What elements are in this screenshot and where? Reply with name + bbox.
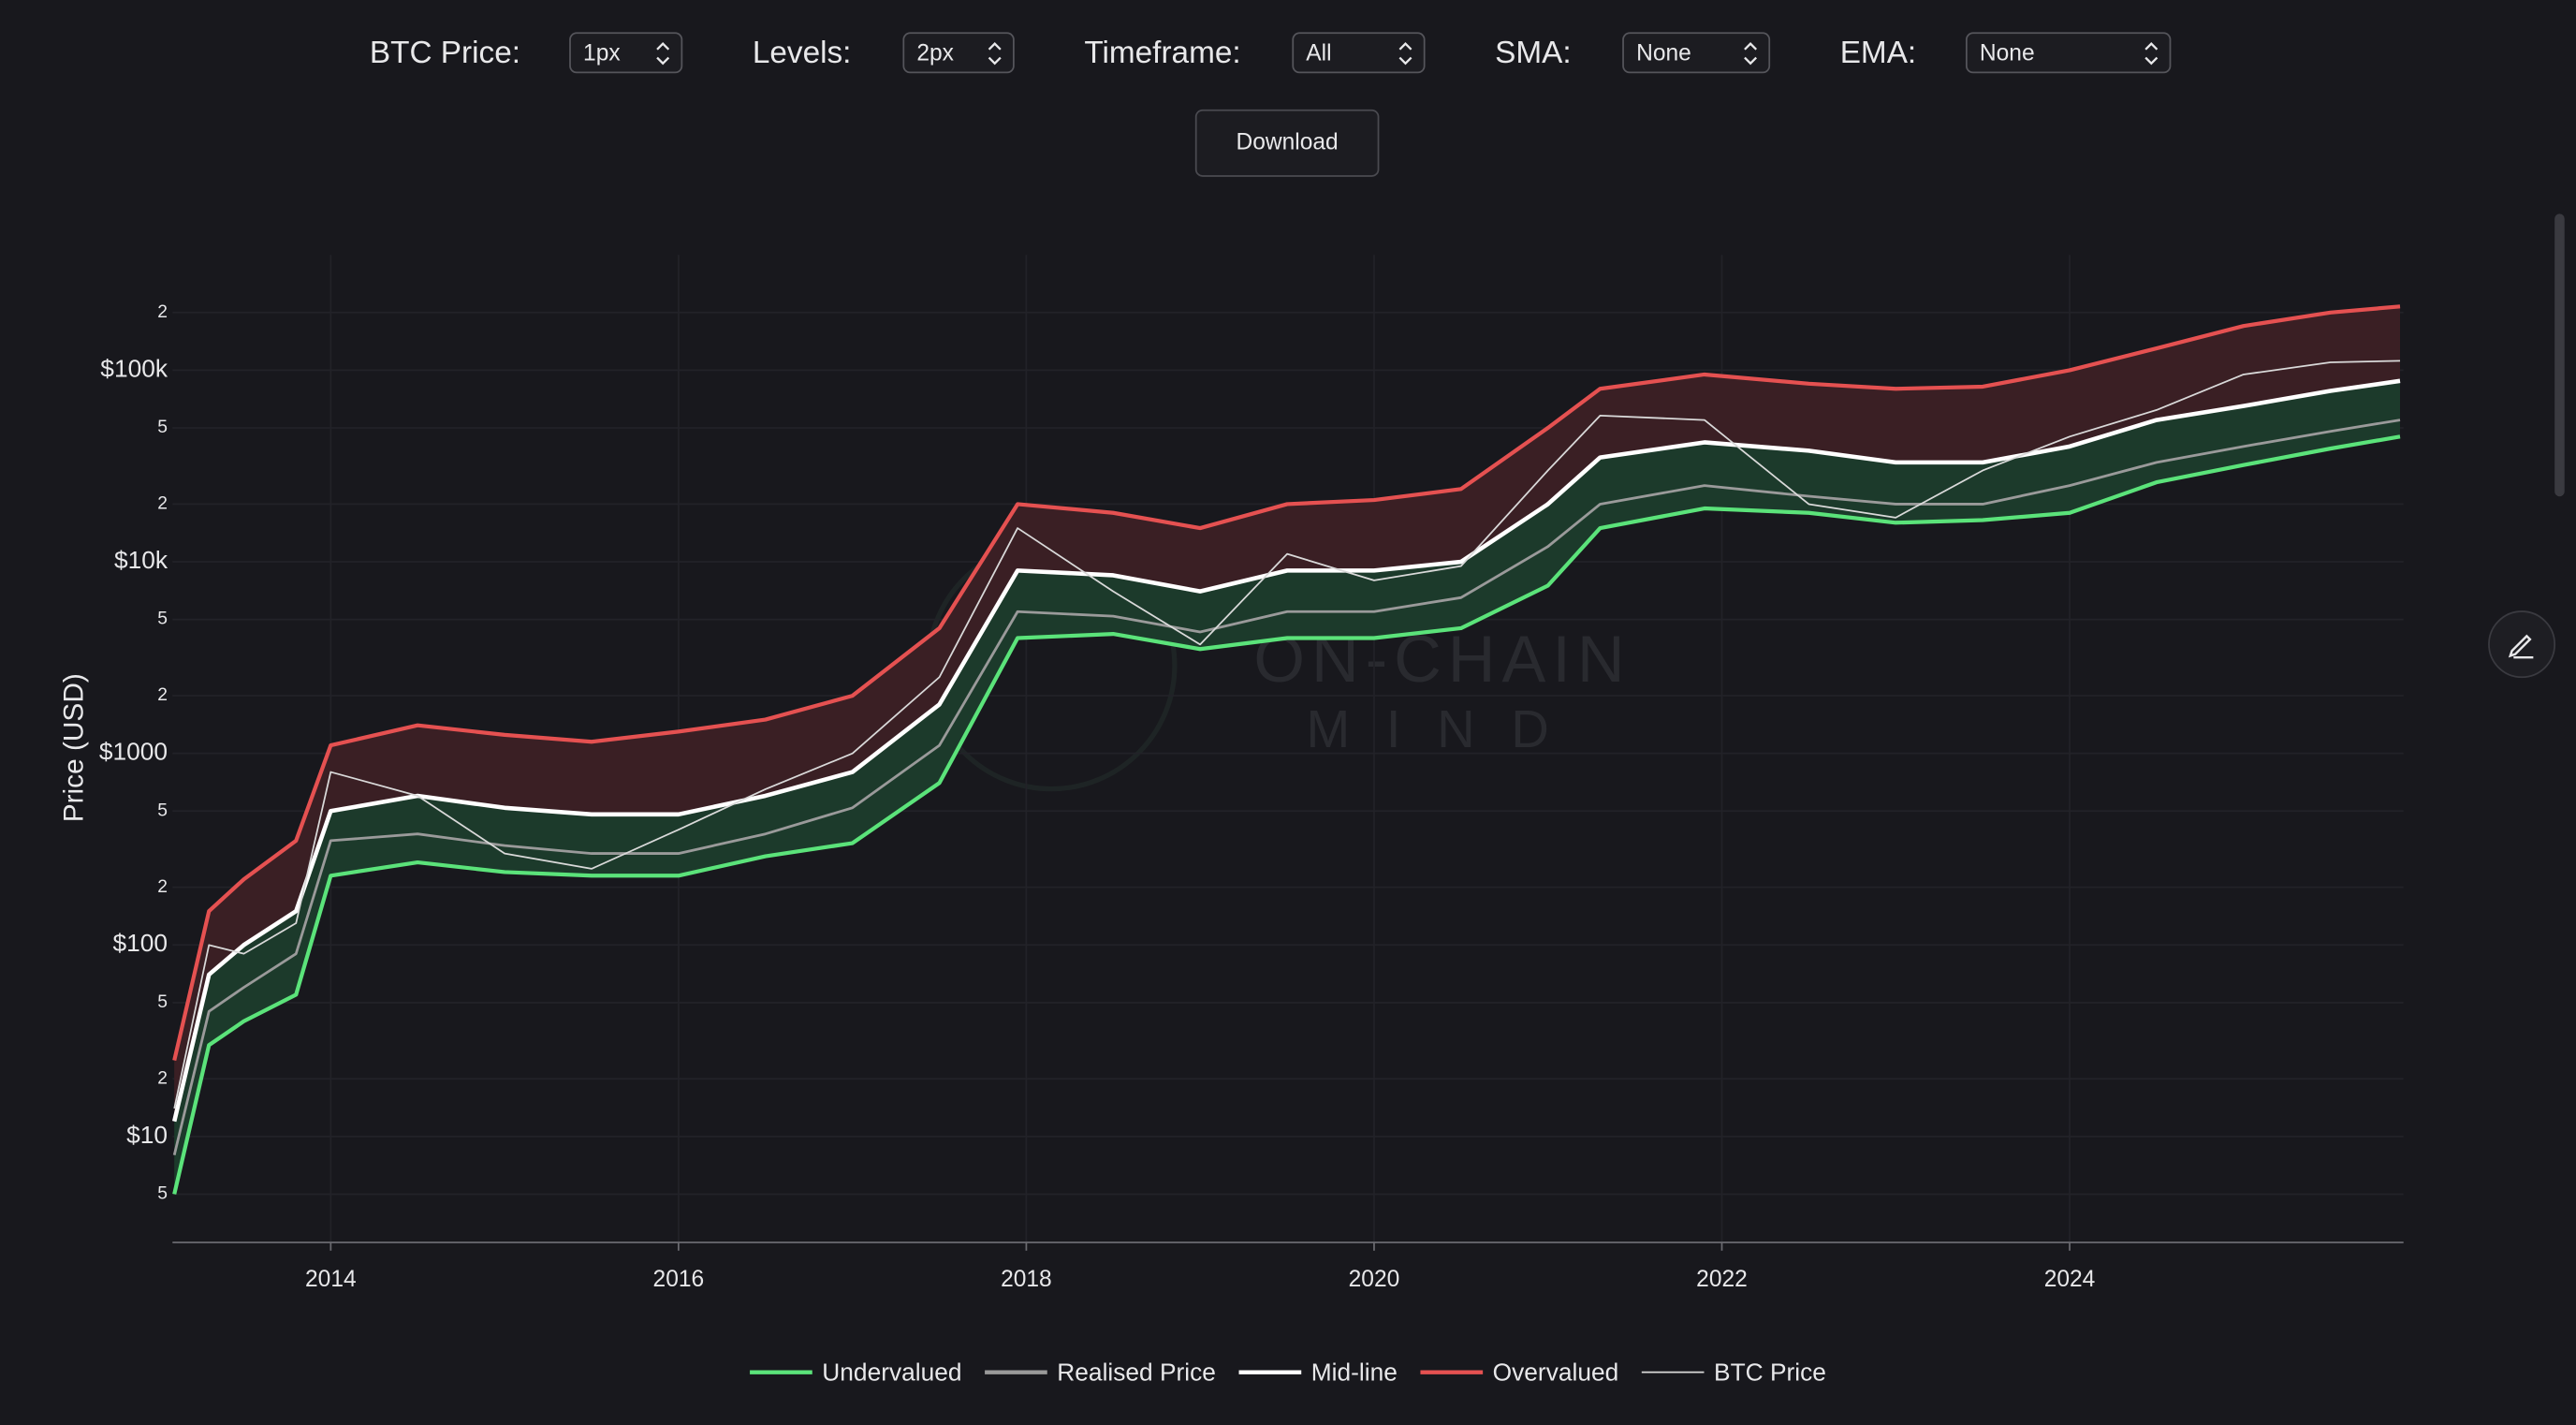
y-tick-label: $100 <box>112 929 168 957</box>
series-line <box>172 434 2401 1195</box>
band-fill <box>174 380 2400 1195</box>
watermark: ON-CHAIN MIND <box>926 539 1625 792</box>
y-tick-label: 2 <box>157 685 168 705</box>
select-value[interactable]: All <box>1306 41 1331 66</box>
y-axis-label: Price (USD) <box>59 673 90 822</box>
legend-label: Overvalued <box>1493 1358 1619 1386</box>
legend-label: Undervalued <box>822 1358 961 1386</box>
select-box[interactable] <box>1622 32 1771 74</box>
y-tick-label: 5 <box>157 1184 168 1204</box>
y-tick-label: 2 <box>157 494 168 514</box>
select-box[interactable] <box>902 32 1015 74</box>
select-arrows <box>1398 42 1412 66</box>
y-tick-label: 5 <box>157 801 168 820</box>
select-arrows <box>988 42 1002 66</box>
x-tick-label: 2014 <box>305 1267 357 1292</box>
control-label: Levels: <box>753 36 852 70</box>
control-label: BTC Price: <box>370 36 520 70</box>
y-tick-label: $100k <box>100 354 168 382</box>
select-value[interactable]: 1px <box>583 41 621 66</box>
select-box[interactable] <box>1292 32 1426 74</box>
y-tick-label: 5 <box>157 610 168 629</box>
select-box[interactable] <box>1965 32 2172 74</box>
select-arrows <box>2144 42 2159 66</box>
y-tick-label: 2 <box>157 302 168 322</box>
y-tick-label: $1000 <box>99 738 168 766</box>
x-tick-label: 2016 <box>653 1267 705 1292</box>
series-line <box>173 360 2401 1109</box>
edit-button[interactable] <box>2488 610 2556 679</box>
scrollbar[interactable] <box>2554 213 2565 497</box>
x-tick-label: 2022 <box>1696 1267 1748 1292</box>
y-tick-label: 5 <box>157 992 168 1012</box>
y-tick-label: 2 <box>157 1068 168 1088</box>
watermark-text: MIND <box>1307 699 1586 758</box>
series-line <box>171 378 2401 1123</box>
y-tick-label: 5 <box>157 418 168 437</box>
series-line <box>172 419 2401 1155</box>
series-line <box>172 304 2401 1062</box>
y-tick-label: $10k <box>114 546 168 574</box>
x-tick-label: 2020 <box>1349 1267 1400 1292</box>
control-label: Timeframe: <box>1084 36 1240 70</box>
x-tick-label: 2018 <box>1001 1267 1052 1292</box>
legend-label: BTC Price <box>1714 1358 1826 1386</box>
control-label: SMA: <box>1495 36 1571 70</box>
x-tick-label: 2024 <box>2044 1267 2096 1292</box>
legend-label: Realised Price <box>1057 1358 1216 1386</box>
select-value[interactable]: None <box>1636 41 1691 66</box>
select-arrows <box>656 42 670 66</box>
controls: BTC Price: 1px Levels: 2px Timeframe: All SMA:… <box>370 32 2172 74</box>
control-label: EMA: <box>1840 36 1916 70</box>
legend-label: Mid-line <box>1311 1358 1398 1386</box>
select-box[interactable] <box>569 32 683 74</box>
download-label[interactable]: Download <box>1236 129 1338 154</box>
y-tick-label: $10 <box>126 1121 168 1149</box>
select-value[interactable]: 2px <box>916 41 954 66</box>
edit-icon <box>2508 634 2534 659</box>
download-box[interactable] <box>1194 109 1380 177</box>
band-fill <box>174 306 2400 1122</box>
select-arrows <box>1744 42 1758 66</box>
y-tick-label: 2 <box>157 877 168 897</box>
legend: Undervalued Realised Price Mid-line Overval… <box>750 1358 1826 1386</box>
download-button[interactable]: Download <box>1194 109 1380 177</box>
select-value[interactable]: None <box>1980 41 2035 66</box>
